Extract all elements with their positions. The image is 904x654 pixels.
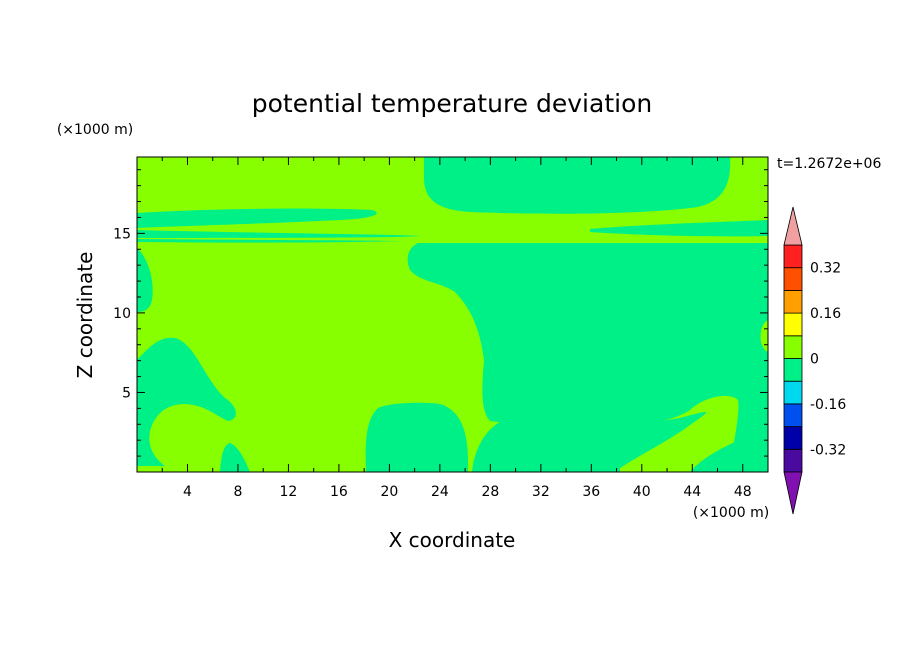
x-tick-label: 24: [431, 484, 449, 500]
colorbar-swatch: [783, 426, 803, 450]
x-tick-label: 44: [683, 484, 701, 500]
x-tick-label: 40: [633, 484, 651, 500]
region-band-upper: [137, 208, 377, 228]
region-left-lower: [137, 337, 236, 466]
y-axis-ticks: 5 10 15: [113, 169, 768, 457]
region-central-right: [407, 243, 768, 472]
x-tick-label: 28: [481, 484, 499, 500]
colorbar: -0.32 -0.16 0 0.16 0.32: [783, 206, 846, 515]
y-axis-label: Z coordinate: [73, 252, 97, 379]
colorbar-under-triangle: [783, 471, 803, 515]
x-tick-label: 20: [380, 484, 398, 500]
x-unit-label: (×1000 m): [693, 505, 769, 521]
x-tick-label: 12: [280, 484, 298, 500]
colorbar-over-triangle: [783, 206, 803, 246]
colorbar-swatch: [783, 312, 803, 337]
colorbar-swatch: [783, 289, 803, 314]
colorbar-swatch: [783, 403, 803, 427]
colorbar-label: 0.16: [810, 306, 841, 322]
x-tick-label: 36: [582, 484, 600, 500]
colorbar-swatch: [783, 380, 803, 405]
x-tick-label: 8: [233, 484, 242, 500]
colorbar-label: -0.32: [810, 442, 846, 458]
colorbar-label: 0.32: [810, 261, 841, 277]
region-band-middle: [137, 230, 420, 238]
contour-plot: [136, 156, 769, 473]
x-tick-label: 4: [183, 484, 192, 500]
y-tick-label: 5: [122, 385, 131, 401]
region-far-right-lower: [690, 440, 743, 472]
region-band-lower: [137, 239, 405, 243]
x-tick-label: 48: [734, 484, 752, 500]
region-left-edge: [137, 248, 153, 312]
colorbar-label: -0.16: [810, 397, 846, 413]
colorbar-swatch: [783, 358, 803, 382]
x-tick-label: 16: [330, 484, 348, 500]
x-axis-ticks: 4 8 12 16 20 24 28 32 36 40 44 48: [161, 157, 752, 500]
y-tick-label: 10: [113, 306, 131, 322]
time-label: t=1.2672e+06: [777, 156, 881, 172]
y-unit-label: (×1000 m): [57, 122, 133, 138]
region-bottom-left-blob: [220, 443, 250, 472]
y-tick-label: 15: [113, 226, 131, 242]
plot-frame: [136, 156, 769, 473]
colorbar-swatch: [783, 335, 803, 359]
region-top-right: [424, 157, 731, 214]
colorbar-swatch: [783, 448, 803, 473]
region-band-right: [590, 220, 768, 237]
x-tick-label: 32: [532, 484, 550, 500]
region-bottom-center: [365, 402, 468, 472]
x-axis-label: X coordinate: [389, 528, 516, 552]
region-bottom-right: [472, 412, 707, 472]
chart-title: potential temperature deviation: [252, 89, 652, 118]
colorbar-label: 0: [810, 352, 819, 368]
colorbar-swatch: [783, 267, 803, 291]
colorbar-swatch: [783, 244, 803, 269]
